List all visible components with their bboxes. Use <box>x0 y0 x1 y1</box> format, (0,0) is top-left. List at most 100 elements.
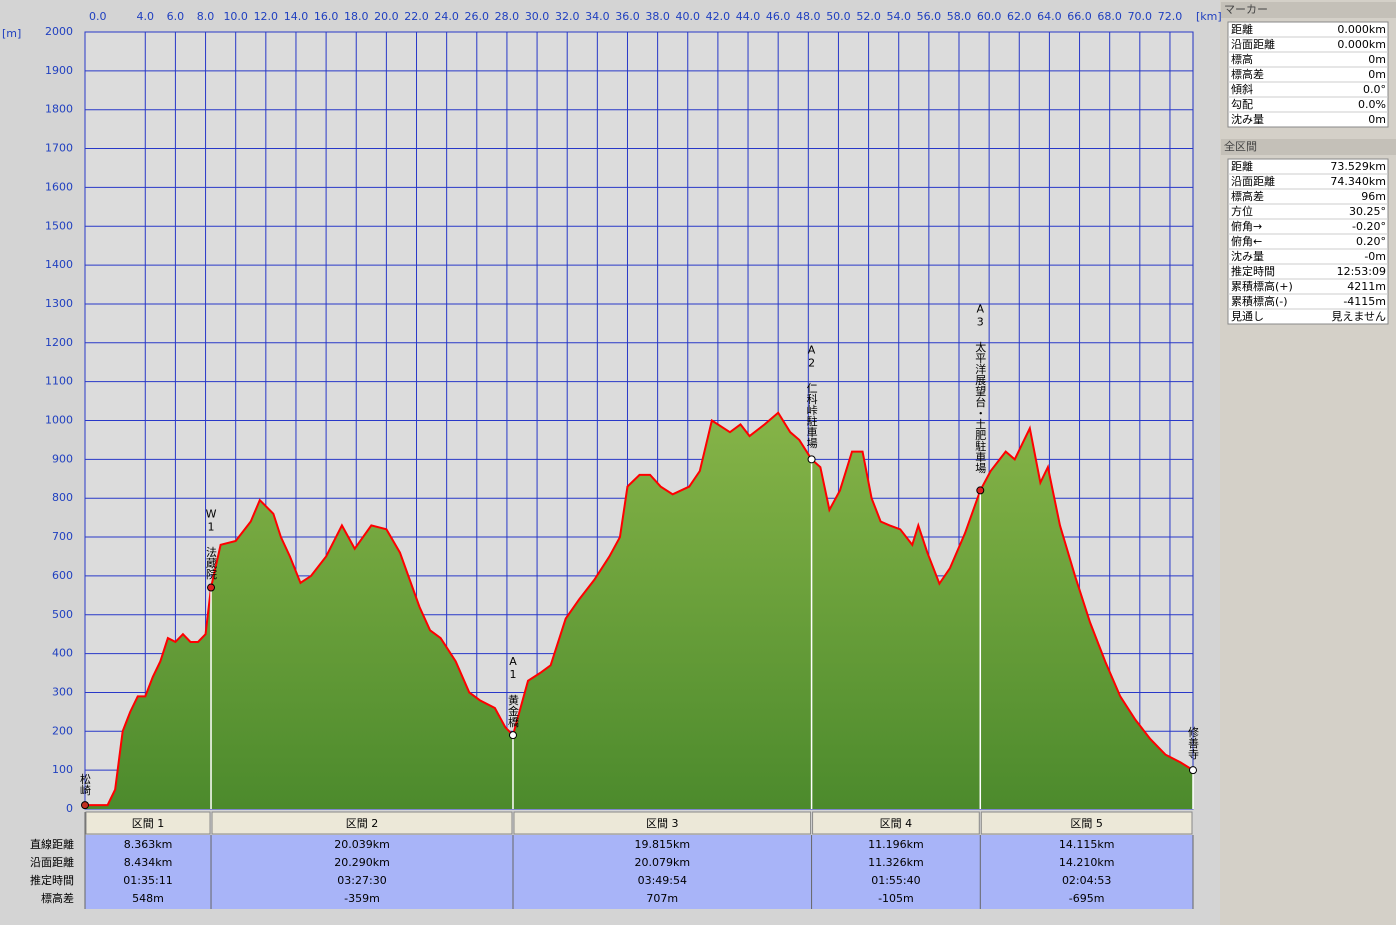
y-tick-label: 700 <box>52 530 73 543</box>
x-tick-label: 46.0 <box>766 10 791 23</box>
x-tick-label: 8.0 <box>197 10 215 23</box>
x-tick-label: 48.0 <box>796 10 821 23</box>
x-tick-label: 28.0 <box>495 10 520 23</box>
panel-group-header <box>1221 2 1396 18</box>
x-tick-label: 6.0 <box>167 10 185 23</box>
section-cell: 8.363km <box>124 838 173 851</box>
y-tick-label: 1800 <box>45 103 73 116</box>
section-name: 区間 3 <box>646 817 679 830</box>
y-tick-label: 200 <box>52 724 73 737</box>
panel-key: 勾配 <box>1231 98 1253 111</box>
section-name: 区間 1 <box>132 817 165 830</box>
waypoint-label: W1 法蔵院 <box>205 508 218 580</box>
panel-value: 0.0% <box>1358 98 1386 111</box>
panel-group-title: 全区間 <box>1224 139 1257 153</box>
section-cell: 19.815km <box>634 838 690 851</box>
y-tick-label: 1500 <box>45 219 73 232</box>
y-tick-label: 300 <box>52 685 73 698</box>
y-tick-label: 1000 <box>45 414 73 427</box>
x-tick-label: 16.0 <box>314 10 339 23</box>
x-tick-label: 40.0 <box>676 10 701 23</box>
y-tick-label: 2000 <box>45 25 73 38</box>
y-tick-label: 1600 <box>45 180 73 193</box>
panel-value: 0.000km <box>1337 38 1386 51</box>
waypoint-label: 修善寺 <box>1187 725 1200 759</box>
y-tick-label: 1300 <box>45 297 73 310</box>
x-tick-label: 4.0 <box>137 10 155 23</box>
x-tick-label: 12.0 <box>254 10 279 23</box>
side-panel <box>1220 0 1396 925</box>
panel-value: 0.000km <box>1337 23 1386 36</box>
section-cell: 20.039km <box>334 838 390 851</box>
y-tick-label: 500 <box>52 608 73 621</box>
waypoint-marker <box>81 801 89 810</box>
section-cell: 14.115km <box>1059 838 1115 851</box>
x-tick-label: 70.0 <box>1128 10 1153 23</box>
waypoint-label: 松崎 <box>79 772 92 795</box>
section-cell: -695m <box>1069 892 1105 905</box>
y-tick-label: 100 <box>52 763 73 776</box>
panel-key: 沿面距離 <box>1231 37 1275 51</box>
section-cell: 02:04:53 <box>1062 874 1111 887</box>
panel-key: 距離 <box>1231 159 1253 173</box>
y-tick-label: 1200 <box>45 336 73 349</box>
x-tick-label: 54.0 <box>886 10 911 23</box>
section-cell: 11.196km <box>868 838 924 851</box>
x-tick-label: 34.0 <box>585 10 610 23</box>
x-tick-label: 22.0 <box>404 10 429 23</box>
panel-key: 沈み量 <box>1231 249 1264 263</box>
panel-value: 73.529km <box>1330 160 1386 173</box>
panel-table <box>1227 21 1389 128</box>
panel-key: 標高差 <box>1231 189 1264 203</box>
panel-value: 見えません <box>1331 310 1386 323</box>
x-tick-label: 68.0 <box>1097 10 1122 23</box>
x-axis-unit: [km] <box>1196 10 1222 23</box>
panel-group-header <box>1221 139 1396 155</box>
section-header <box>812 811 980 835</box>
panel-key: 累積標高(+) <box>1231 279 1293 293</box>
waypoint-marker <box>207 583 216 592</box>
panel-key: 傾斜 <box>1231 82 1253 96</box>
panel-value: 96m <box>1361 190 1386 203</box>
panel-value: 0m <box>1368 68 1386 81</box>
panel-value: 4211m <box>1347 280 1386 293</box>
x-tick-label: 64.0 <box>1037 10 1062 23</box>
x-tick-label: 72.0 <box>1158 10 1183 23</box>
panel-table <box>1227 158 1389 325</box>
waypoint-label: A1 黄金橋 <box>506 655 519 728</box>
panel-key: 距離 <box>1231 22 1253 36</box>
y-tick-label: 600 <box>52 569 73 582</box>
section-cell: 01:55:40 <box>871 874 920 887</box>
x-tick-label: 10.0 <box>223 10 248 23</box>
y-tick-label: 800 <box>52 491 73 504</box>
panel-value: -0.20° <box>1352 220 1386 233</box>
panel-value: -0m <box>1364 250 1386 263</box>
panel-key: 累積標高(-) <box>1231 294 1288 308</box>
section-row-label: 直線距離 <box>30 837 74 851</box>
section-cell: 11.326km <box>868 856 924 869</box>
y-axis-unit: [m] <box>2 27 21 40</box>
x-tick-label: 44.0 <box>736 10 761 23</box>
waypoint-marker <box>508 731 517 740</box>
x-tick-label: 32.0 <box>555 10 580 23</box>
y-tick-label: 1700 <box>45 142 73 155</box>
x-tick-label: 14.0 <box>284 10 309 23</box>
y-tick-label: 1400 <box>45 258 73 271</box>
x-tick-label: 60.0 <box>977 10 1002 23</box>
panel-key: 沈み量 <box>1231 112 1264 126</box>
x-tick-label: 52.0 <box>856 10 881 23</box>
x-tick-label: 0.0 <box>89 10 107 23</box>
elevation-area <box>85 412 1193 809</box>
y-tick-label: 400 <box>52 647 73 660</box>
section-cell: 01:35:11 <box>123 874 172 887</box>
section-row-label: 沿面距離 <box>30 855 74 869</box>
section-name: 区間 2 <box>346 817 379 830</box>
section-cell: -359m <box>344 892 380 905</box>
x-tick-label: 20.0 <box>374 10 399 23</box>
section-row-label: 推定時間 <box>30 873 74 887</box>
x-tick-label: 58.0 <box>947 10 972 23</box>
panel-key: 沿面距離 <box>1231 174 1275 188</box>
panel-key: 標高 <box>1231 52 1253 66</box>
y-tick-label: 0 <box>66 802 73 815</box>
panel-value: 0.0° <box>1363 83 1386 96</box>
